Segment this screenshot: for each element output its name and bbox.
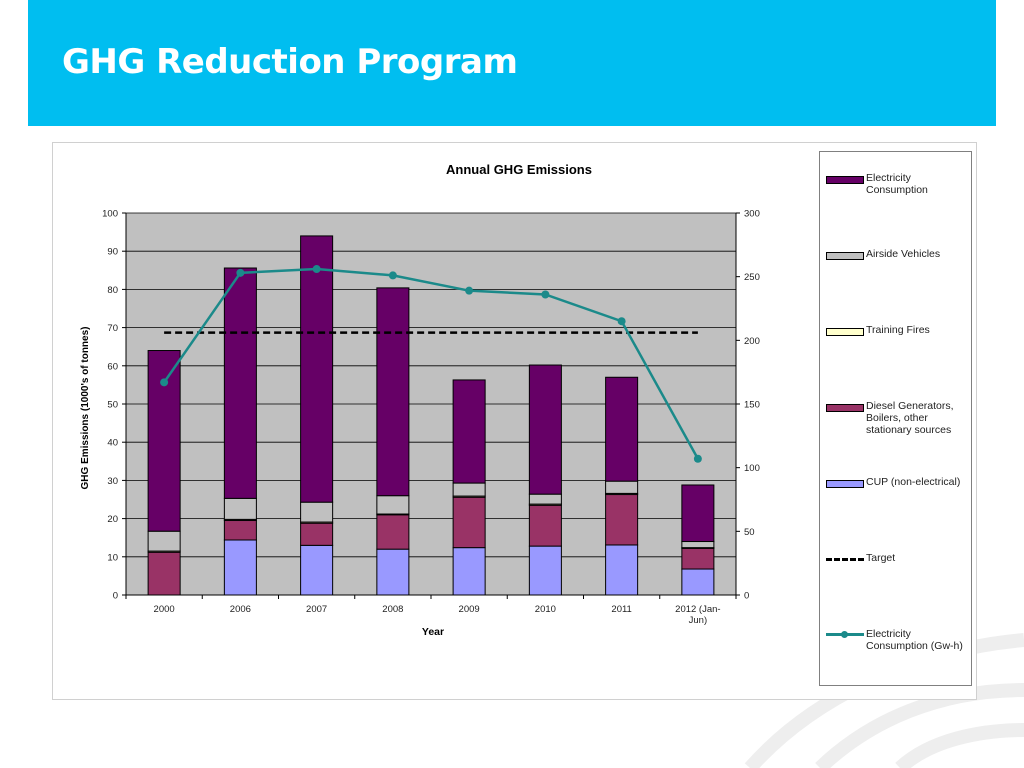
bar-segment [223,267,257,499]
y-tick-label: 80 [107,285,118,296]
x-tick-label: 2012 (Jan- [675,604,720,615]
legend-item: Airside Vehicles [826,248,970,260]
bar-segment [300,522,334,546]
y-tick-label: 60 [107,361,118,372]
y-tick-label: 20 [107,514,118,525]
bar-segment [223,497,257,520]
bar-segment [147,530,181,552]
bar-segment [300,501,334,523]
legend-label: Electricity Consumption [866,172,928,196]
chart-title: Annual GHG Emissions [446,162,592,177]
legend-item: Diesel Generators, Boilers, other statio… [826,400,970,436]
y-tick-label: 50 [107,400,118,411]
bar-segment [681,568,715,596]
bar-segment [605,494,639,546]
bar-segment [300,235,334,503]
y-tick-label: 0 [113,591,118,602]
x-tick-label: 2009 [459,604,480,615]
bar-segment [452,547,486,596]
bar-segment [528,545,562,596]
bar-segment [452,379,486,484]
bar-segment [376,287,410,497]
electricity-gwh-point [236,268,245,277]
x-tick-label: 2010 [535,604,556,615]
legend-swatch [826,404,864,412]
legend-item: CUP (non-electrical) [826,476,970,488]
x-axis-label: Year [422,626,444,638]
bar-segment [452,482,486,497]
bar-segment [528,364,562,495]
bar-segment [223,539,257,596]
x-tick-label: 2006 [230,604,251,615]
bar-segment [605,376,639,482]
legend-label: Target [866,552,896,564]
legend-item: Target [826,552,970,564]
y2-tick-label: 200 [744,336,760,347]
legend-label: Airside Vehicles [866,248,941,260]
y2-tick-label: 0 [744,591,749,602]
bar-segment [147,350,181,532]
y-tick-label: 40 [107,438,118,449]
y2-tick-label: 250 [744,272,760,283]
bar-segment [605,480,639,494]
y2-tick-label: 100 [744,463,760,474]
bar-segment [605,544,639,596]
legend-item: Electricity Consumption (Gw-h) [826,628,970,652]
title-banner: GHG Reduction Program [28,0,996,126]
legend-label: Electricity Consumption (Gw-h) [866,628,963,652]
electricity-gwh-line [163,267,699,460]
x-tick-label: 2007 [306,604,327,615]
bar-segment [528,504,562,547]
x-tick-label: Jun) [689,615,707,626]
chart-legend: Electricity Consumption Airside Vehicles T… [819,151,972,686]
legend-item: Training Fires [826,324,970,336]
y-tick-label: 70 [107,323,118,334]
x-tick-label: 2008 [382,604,403,615]
legend-label: Training Fires [866,324,930,336]
x-tick-label: 2011 [611,604,631,615]
electricity-gwh-point [465,286,474,295]
y-tick-label: 90 [107,247,118,258]
electricity-gwh-point [617,317,626,326]
y2-tick-label: 150 [744,400,760,411]
legend-label: CUP (non-electrical) [866,476,961,488]
bar-segment [452,496,486,549]
electricity-gwh-point [160,378,169,387]
electricity-gwh-point [693,454,702,463]
y-axis-label: GHG Emissions (1000's of tonnes) [80,327,91,490]
bar-segment [376,548,410,596]
bar-segment [681,547,715,570]
y2-tick-label: 300 [744,209,760,220]
bar-segment [223,520,257,541]
electricity-gwh-point [541,290,550,299]
bar-segment [147,551,181,596]
y-tick-label: 10 [107,552,118,563]
x-tick-label: 2000 [154,604,175,615]
legend-swatch [826,480,864,488]
y2-tick-label: 50 [744,527,755,538]
bar-segment [300,544,334,596]
legend-label: Diesel Generators, Boilers, other statio… [866,400,954,436]
legend-swatch [826,252,864,260]
bar-segment [376,495,410,515]
bar-segment [681,484,715,543]
electricity-gwh-point [388,271,397,280]
y-tick-label: 100 [102,209,118,220]
bar-segment [376,514,410,550]
electricity-gwh-point [312,265,321,274]
legend-dash-icon [826,558,864,561]
legend-item: Electricity Consumption [826,172,970,196]
legend-swatch [826,176,864,184]
bar-segment [681,541,715,549]
bar-segment [528,493,562,505]
y-tick-label: 30 [107,476,118,487]
legend-swatch [826,328,864,336]
legend-line-marker-icon [826,631,864,638]
slide-title: GHG Reduction Program [62,42,518,82]
